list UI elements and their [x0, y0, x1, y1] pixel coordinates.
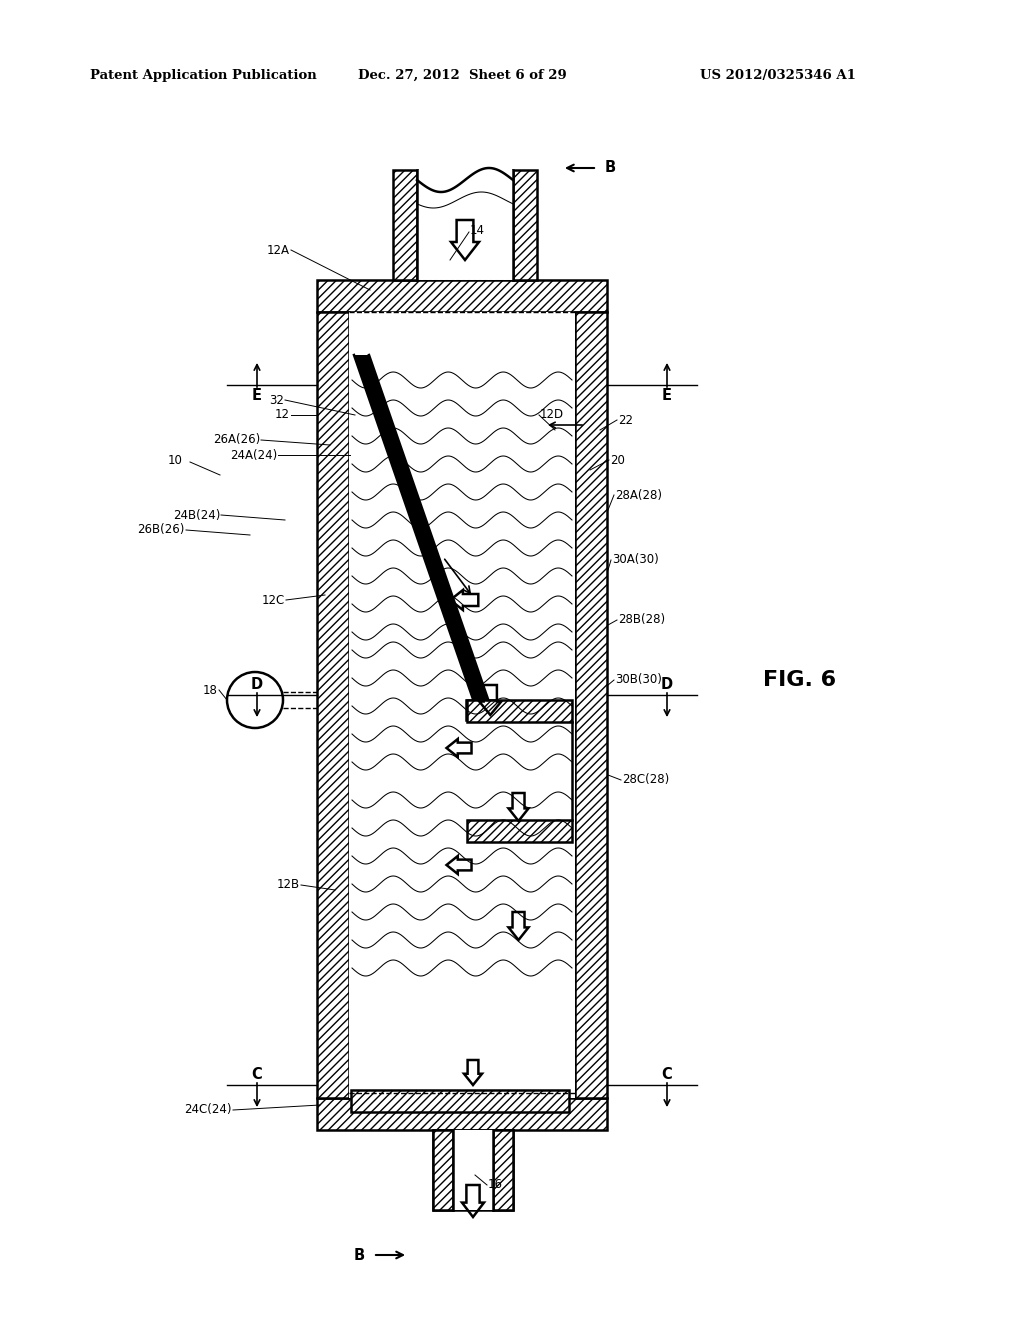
Text: 32: 32 — [269, 393, 284, 407]
Bar — [513, 170, 537, 280]
Bar — [467, 820, 572, 842]
Text: 12: 12 — [275, 408, 290, 421]
Text: C: C — [252, 1067, 262, 1082]
Text: B: B — [354, 1247, 365, 1262]
Bar — [349, 312, 575, 1098]
Bar — [317, 1098, 607, 1130]
Text: 30A(30): 30A(30) — [612, 553, 658, 566]
Bar — [453, 1130, 493, 1210]
Text: E: E — [252, 388, 262, 403]
Text: 24A(24): 24A(24) — [229, 449, 278, 462]
Polygon shape — [354, 355, 488, 700]
Bar — [433, 1150, 513, 1210]
Text: US 2012/0325346 A1: US 2012/0325346 A1 — [700, 69, 856, 82]
Text: 26A(26): 26A(26) — [213, 433, 260, 446]
Text: 22: 22 — [618, 413, 633, 426]
Text: 28A(28): 28A(28) — [615, 488, 662, 502]
Bar — [466, 700, 496, 719]
Bar — [467, 700, 572, 722]
Text: C: C — [662, 1067, 673, 1082]
Text: 24C(24): 24C(24) — [184, 1104, 232, 1117]
Text: 28B(28): 28B(28) — [618, 614, 666, 627]
Text: 26B(26): 26B(26) — [137, 524, 185, 536]
Bar — [393, 170, 417, 280]
Text: 30B(30): 30B(30) — [615, 673, 662, 686]
Text: D: D — [251, 677, 263, 692]
Bar — [575, 312, 607, 1098]
Text: D: D — [660, 677, 673, 692]
Text: 12C: 12C — [262, 594, 285, 606]
Text: 18: 18 — [203, 684, 218, 697]
Text: 16: 16 — [488, 1179, 503, 1192]
Text: Dec. 27, 2012  Sheet 6 of 29: Dec. 27, 2012 Sheet 6 of 29 — [358, 69, 566, 82]
Bar — [433, 1130, 453, 1210]
Text: 12D: 12D — [540, 408, 564, 421]
Text: 10: 10 — [168, 454, 182, 466]
Text: 12B: 12B — [276, 879, 300, 891]
Bar — [417, 170, 513, 280]
Text: 20: 20 — [610, 454, 625, 466]
Bar — [493, 1130, 513, 1210]
Text: E: E — [662, 388, 672, 403]
Bar — [317, 280, 607, 312]
Text: FIG. 6: FIG. 6 — [764, 671, 837, 690]
Text: 24B(24): 24B(24) — [173, 508, 220, 521]
Bar — [351, 1090, 569, 1111]
Text: 14: 14 — [470, 223, 485, 236]
Bar — [433, 1130, 513, 1150]
Text: Patent Application Publication: Patent Application Publication — [90, 69, 316, 82]
Text: 28C(28): 28C(28) — [622, 774, 670, 787]
Text: 12A: 12A — [267, 243, 290, 256]
Bar — [317, 312, 349, 1098]
Text: B: B — [605, 161, 616, 176]
